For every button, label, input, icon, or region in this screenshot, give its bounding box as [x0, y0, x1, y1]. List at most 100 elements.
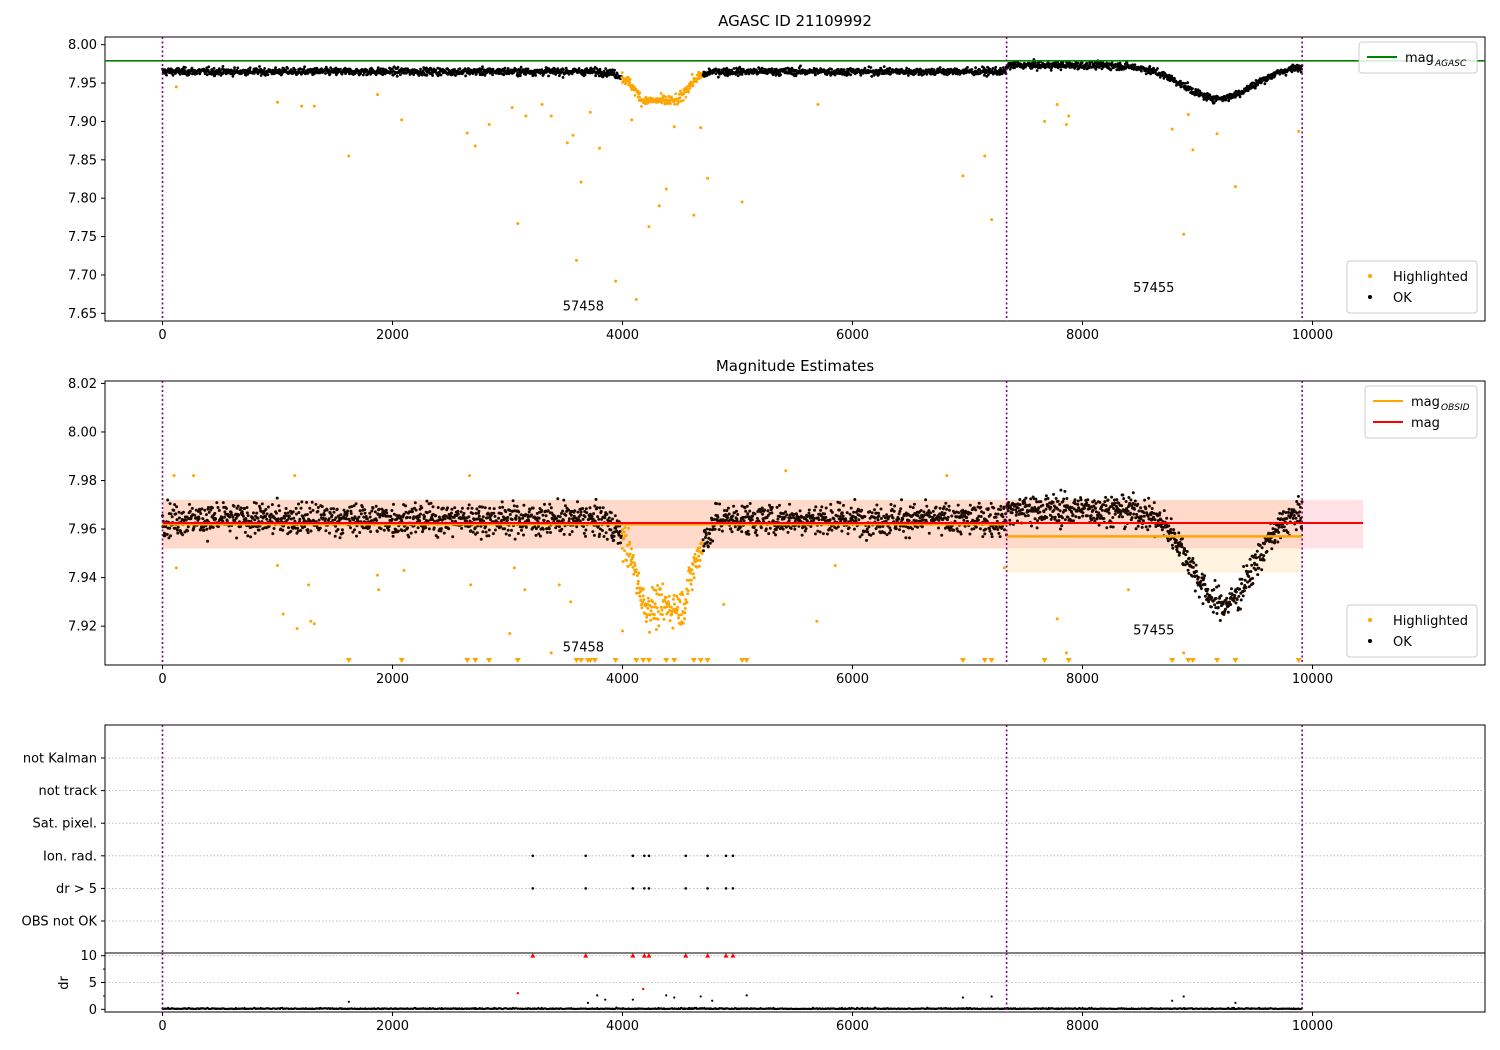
ok-point: [296, 529, 300, 533]
ok-point: [274, 511, 278, 515]
ok-point: [807, 511, 811, 515]
ok-point: [1296, 69, 1300, 73]
ok-point: [287, 514, 291, 518]
highlighted-point: [692, 80, 695, 84]
highlighted-point: [700, 552, 704, 556]
ok-point: [760, 66, 764, 70]
ok-point: [229, 511, 233, 515]
highlighted-point: [671, 626, 675, 630]
ok-point: [505, 518, 509, 522]
ok-point: [929, 511, 932, 515]
ok-point: [460, 506, 464, 510]
ok-point: [196, 71, 199, 75]
highlighted-point: [685, 600, 689, 604]
ok-point: [450, 519, 454, 523]
highlighted-point: [647, 225, 651, 229]
ok-point: [564, 513, 568, 517]
highlighted-point: [636, 579, 640, 583]
ok-point: [456, 512, 460, 516]
ok-point: [324, 72, 327, 75]
ok-point: [526, 67, 530, 71]
ok-point: [605, 537, 609, 541]
ok-point: [361, 73, 365, 77]
ok-point: [410, 507, 414, 511]
ok-point: [171, 73, 175, 77]
highlighted-point: [640, 603, 643, 607]
ok-point: [937, 526, 940, 530]
ok-point: [593, 504, 597, 508]
ok-point: [538, 534, 542, 538]
ok-point: [181, 510, 185, 514]
ok-point: [845, 74, 849, 77]
ok-point: [814, 73, 817, 77]
ok-point: [454, 74, 457, 77]
highlighted-point: [634, 568, 638, 572]
ok-point: [450, 511, 453, 515]
ok-point: [545, 530, 549, 534]
ok-point: [498, 506, 502, 510]
ok-point: [871, 532, 875, 536]
ok-point: [375, 530, 379, 533]
ok-point: [987, 73, 990, 77]
ok-point: [879, 517, 883, 520]
ok-point: [740, 530, 744, 534]
ok-point: [497, 516, 501, 520]
highlighted-point: [685, 578, 689, 582]
ok-point: [983, 532, 987, 536]
ok-point: [1033, 61, 1037, 65]
ok-point: [770, 505, 774, 509]
highlighted-point: [686, 592, 690, 596]
ok-point: [287, 526, 290, 530]
ok-point: [579, 513, 583, 517]
ok-point: [474, 68, 477, 71]
highlighted-point: [659, 91, 663, 95]
highlighted-point: [575, 258, 578, 262]
ok-point: [519, 65, 523, 69]
ok-point: [746, 529, 750, 533]
highlighted-point: [626, 565, 630, 568]
ok-point: [319, 513, 323, 517]
ok-point: [414, 508, 418, 512]
highlighted-point: [637, 571, 641, 575]
ok-point: [231, 515, 235, 519]
ok-point: [215, 501, 219, 505]
highlighted-point: [666, 611, 670, 615]
ok-point: [555, 517, 558, 520]
ok-point: [503, 527, 507, 531]
ok-point: [760, 506, 764, 510]
legend-label: OK: [1393, 291, 1412, 306]
ok-point: [779, 73, 783, 77]
highlighted-point: [664, 596, 668, 599]
ok-point: [968, 503, 972, 507]
ok-point: [514, 514, 518, 518]
ok-point: [830, 510, 834, 514]
ok-point: [299, 529, 303, 532]
highlighted-point: [1215, 132, 1219, 136]
highlighted-point: [1055, 103, 1059, 107]
ok-point: [1206, 97, 1210, 101]
ok-point: [602, 69, 606, 73]
highlighted-point: [642, 98, 646, 101]
highlighted-point: [1233, 185, 1237, 189]
ok-point: [235, 536, 239, 540]
ok-point: [1146, 71, 1150, 75]
highlighted-point: [656, 584, 660, 587]
ok-point: [600, 529, 604, 532]
ok-point: [330, 513, 334, 517]
ok-point: [857, 518, 861, 522]
ok-point: [508, 533, 511, 537]
ok-point: [730, 530, 734, 534]
ok-point: [1105, 61, 1109, 65]
ok-point: [437, 515, 441, 519]
ok-point: [794, 74, 798, 78]
x-tick-label: 8000: [1066, 328, 1099, 343]
highlighted-point: [510, 106, 514, 110]
ok-point: [925, 504, 929, 508]
highlighted-point: [692, 213, 696, 217]
ok-point: [1109, 68, 1113, 72]
ok-point: [484, 530, 488, 534]
ok-point: [228, 529, 232, 533]
ok-point: [441, 506, 445, 510]
ok-point: [240, 510, 244, 514]
ok-point: [898, 509, 902, 513]
